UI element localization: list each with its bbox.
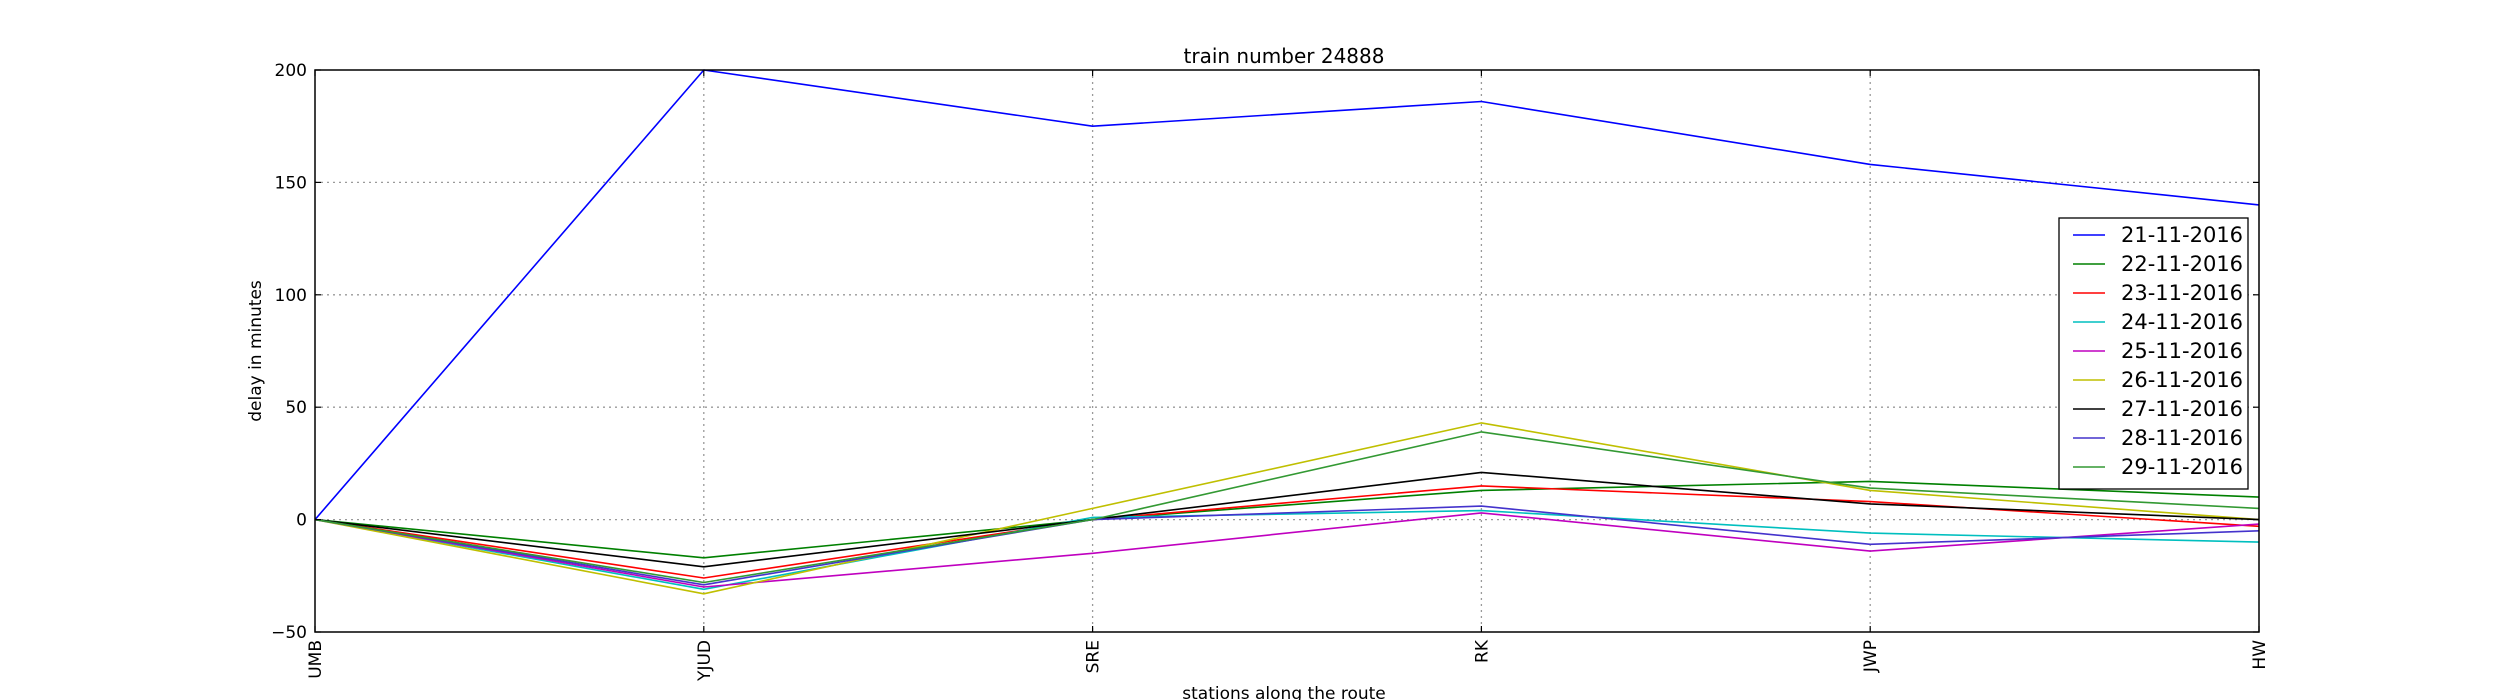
series-line-29-11-2016 <box>314 431 2260 584</box>
y-tick-label: 0 <box>296 511 307 531</box>
legend-label: 23-11-2016 <box>2121 281 2243 305</box>
x-tick-label: RK <box>1472 639 1492 663</box>
x-tick-label: UMB <box>306 640 326 679</box>
y-tick-label: 100 <box>275 286 307 306</box>
series-line-27-11-2016 <box>314 471 2260 568</box>
series-lines <box>314 69 2260 595</box>
series-line-22-11-2016 <box>314 480 2260 559</box>
series-line-28-11-2016 <box>314 505 2260 586</box>
legend-box <box>2058 217 2249 490</box>
axes: UMB YJUD SRE RK JWP HW 200 150 100 50 0 −50 <box>271 61 2270 682</box>
legend-label: 27-11-2016 <box>2121 397 2243 421</box>
x-tick-label: JWP <box>1861 640 1881 673</box>
y-axis-title: delay in minutes <box>246 280 266 422</box>
legend-label: 29-11-2016 <box>2121 455 2243 479</box>
plot-frame <box>314 69 2260 633</box>
y-tick-label: 50 <box>285 398 307 418</box>
x-axis-title: stations along the route <box>1182 684 1386 700</box>
series-line-24-11-2016 <box>314 509 2260 591</box>
y-tick-label: −50 <box>271 623 307 643</box>
legend-label: 21-11-2016 <box>2121 223 2243 247</box>
series-line-26-11-2016 <box>314 422 2260 595</box>
legend: 21-11-2016 22-11-2016 23-11-2016 24-11-2016… <box>2058 217 2249 490</box>
x-tick-label: YJUD <box>695 640 715 682</box>
grid-lines <box>315 70 2259 632</box>
legend-label: 28-11-2016 <box>2121 426 2243 450</box>
x-tick-label: SRE <box>1084 640 1104 673</box>
legend-label: 22-11-2016 <box>2121 252 2243 276</box>
x-tick-label: HW <box>2250 640 2270 670</box>
legend-label: 25-11-2016 <box>2121 339 2243 363</box>
series-line-25-11-2016 <box>314 512 2260 588</box>
legend-label: 26-11-2016 <box>2121 368 2243 392</box>
y-tick-label: 150 <box>275 173 307 193</box>
chart-title: train number 24888 <box>1184 44 1385 68</box>
y-tick-label: 200 <box>275 61 307 81</box>
legend-label: 24-11-2016 <box>2121 310 2243 334</box>
series-line-21-11-2016 <box>314 69 2260 521</box>
series-line-23-11-2016 <box>314 485 2260 579</box>
